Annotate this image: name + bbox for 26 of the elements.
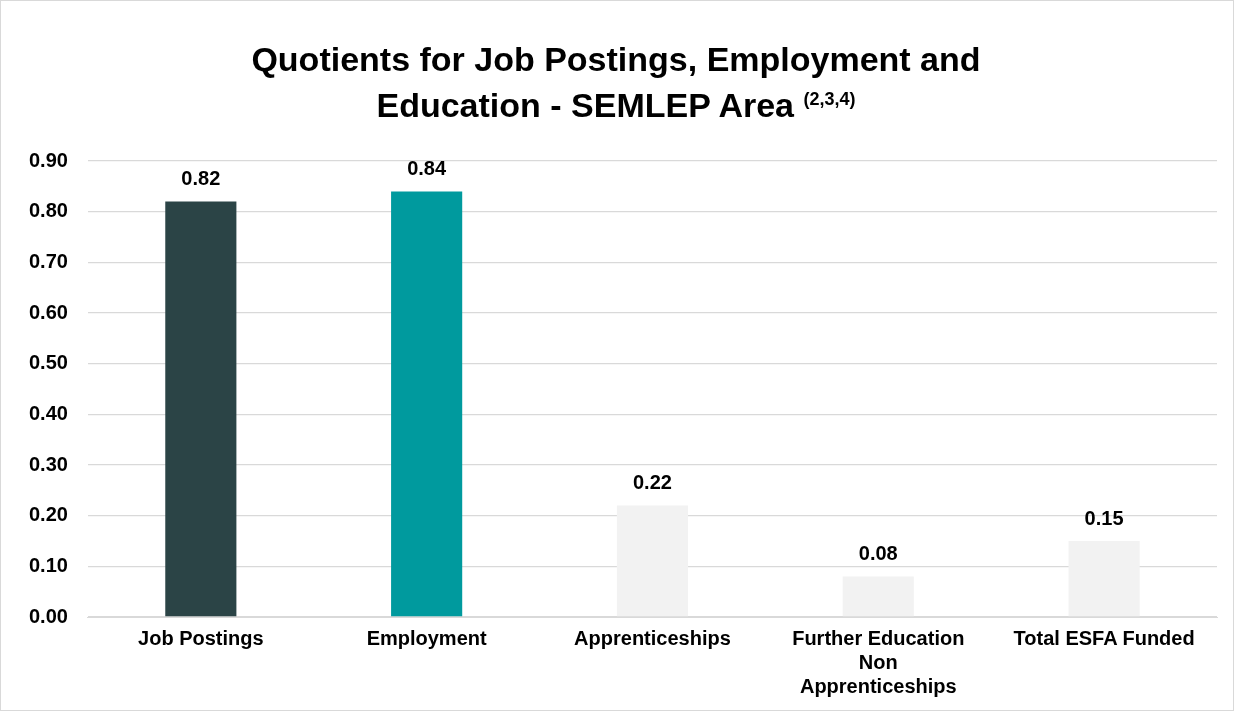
y-tick-label: 0.90 bbox=[28, 148, 68, 171]
y-tick-label: 0.80 bbox=[28, 199, 68, 222]
y-tick-label: 0.50 bbox=[28, 351, 68, 374]
data-label: 0.22 bbox=[632, 471, 672, 494]
y-tick-label: 0.40 bbox=[28, 401, 68, 424]
bar bbox=[165, 201, 237, 617]
data-label: 0.82 bbox=[181, 167, 221, 190]
bar bbox=[842, 576, 914, 617]
data-label: 0.08 bbox=[858, 541, 898, 564]
data-label: 0.15 bbox=[1084, 506, 1124, 529]
bar bbox=[1068, 541, 1140, 617]
x-tick-label: Job Postings bbox=[138, 626, 264, 649]
bar bbox=[616, 505, 689, 617]
y-tick-label: 0.70 bbox=[28, 249, 68, 272]
y-tick-label: 0.20 bbox=[28, 503, 68, 526]
x-tick-label: Further Education Non Apprenticeships bbox=[792, 626, 965, 697]
y-tick-label: 0.30 bbox=[28, 452, 68, 475]
y-tick-label: 0.60 bbox=[28, 300, 68, 323]
x-tick-label: Total ESFA Funded bbox=[1013, 626, 1195, 649]
data-label: 0.84 bbox=[407, 156, 447, 179]
bar bbox=[391, 191, 463, 617]
y-tick-label: 0.00 bbox=[28, 604, 68, 627]
y-tick-label: 0.10 bbox=[28, 553, 68, 576]
x-tick-label: Apprenticeships bbox=[574, 626, 731, 649]
chart-title: Quotients for Job Postings, Employment and Education - SEMLEP Area $^{(2,3,4)}$ bbox=[250, 39, 982, 126]
x-tick-label: Employment bbox=[366, 626, 487, 649]
